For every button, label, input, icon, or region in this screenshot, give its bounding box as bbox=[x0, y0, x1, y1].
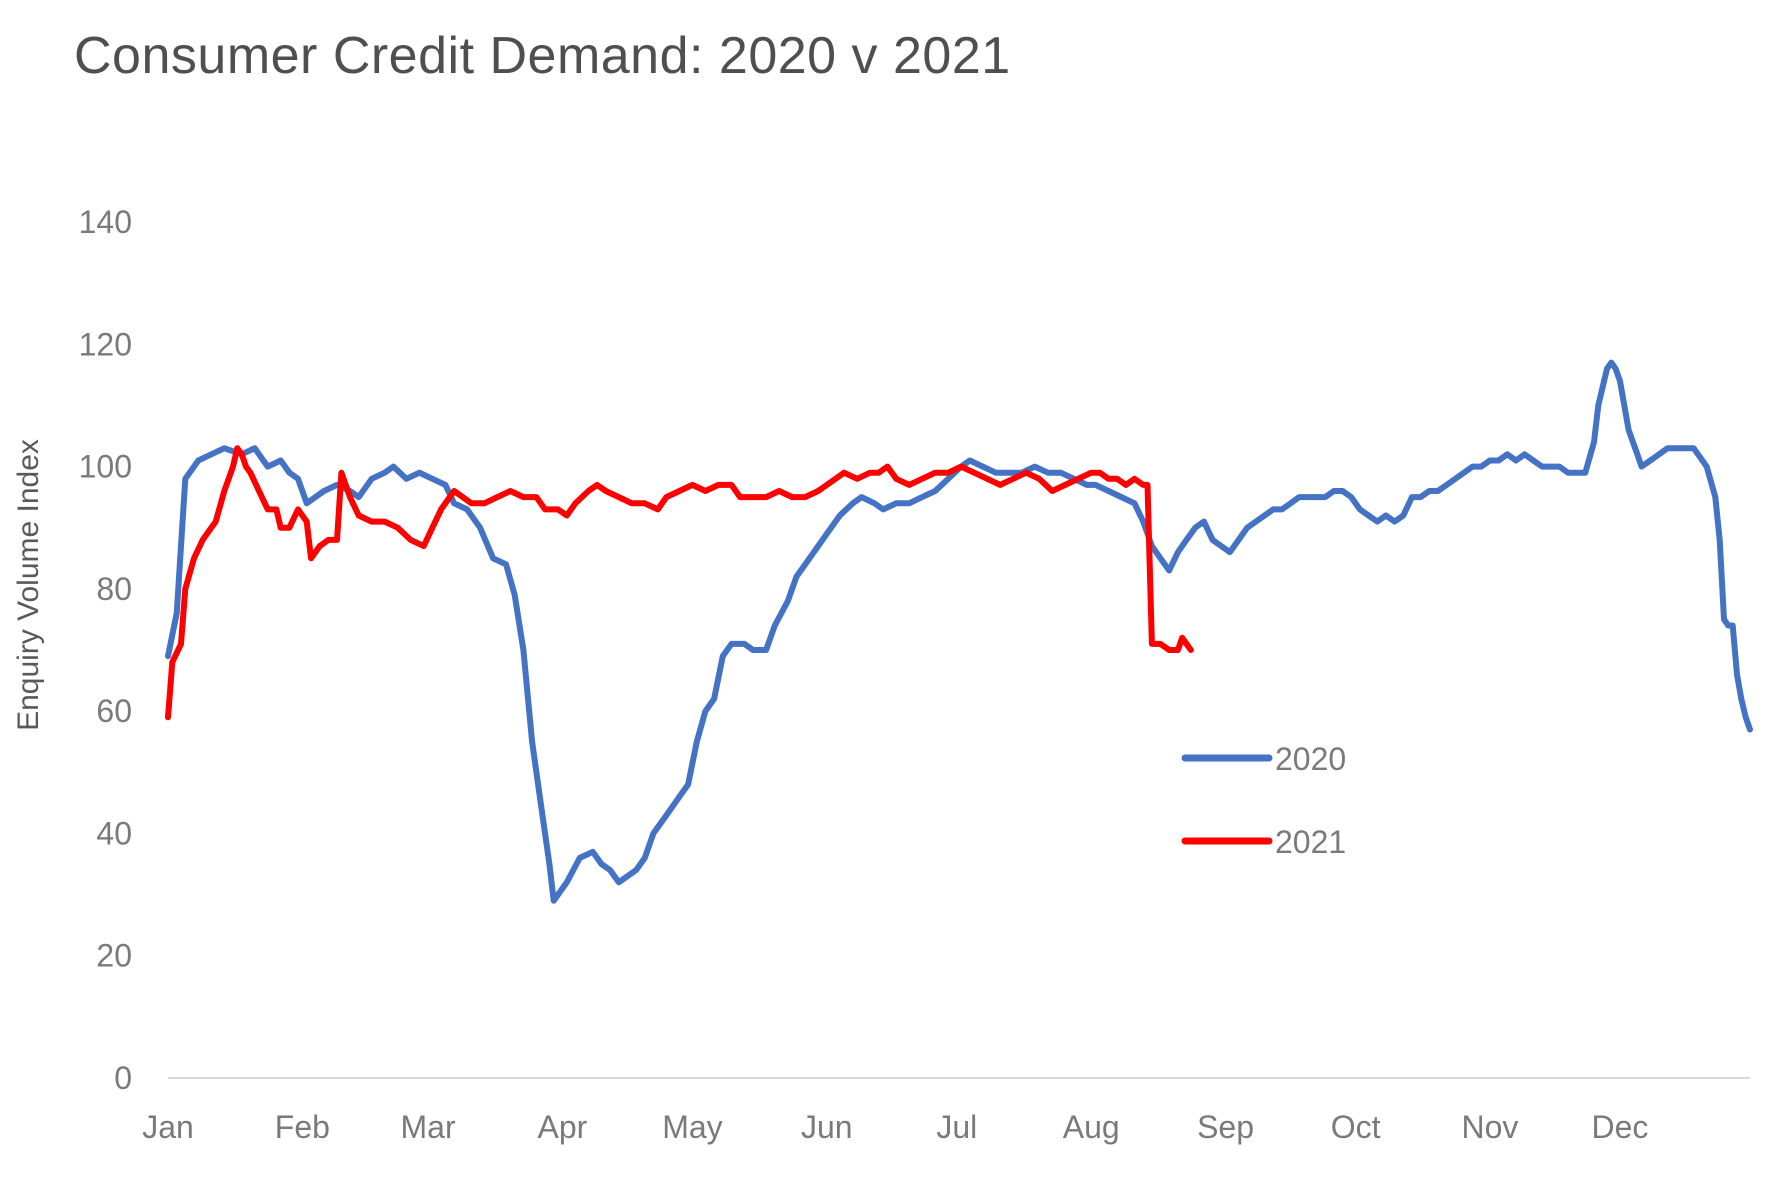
x-tick-label-feb: Feb bbox=[275, 1109, 330, 1145]
y-tick-label: 20 bbox=[96, 938, 132, 974]
y-tick-label: 40 bbox=[96, 815, 132, 851]
x-tick-label-sep: Sep bbox=[1197, 1109, 1254, 1145]
x-tick-label-mar: Mar bbox=[401, 1109, 456, 1145]
y-tick-label: 0 bbox=[114, 1060, 132, 1096]
series-layer bbox=[165, 359, 1753, 904]
x-tick-label-nov: Nov bbox=[1461, 1109, 1518, 1145]
y-axis-ticks: 0 20 40 60 80 100 120 140 bbox=[79, 204, 132, 1096]
x-tick-label-dec: Dec bbox=[1592, 1109, 1649, 1145]
x-tick-label-jan: Jan bbox=[142, 1109, 194, 1145]
legend-label-2020: 2020 bbox=[1275, 741, 1346, 777]
legend-label-2021: 2021 bbox=[1275, 824, 1346, 860]
x-axis-ticks: Jan Feb Mar Apr May Jun Jul Aug Sep Oct Nov Dec bbox=[142, 1109, 1648, 1145]
x-tick-label-apr: Apr bbox=[538, 1109, 588, 1145]
y-tick-label: 140 bbox=[79, 204, 132, 240]
x-tick-label-jul: Jul bbox=[936, 1109, 977, 1145]
x-tick-label-aug: Aug bbox=[1063, 1109, 1120, 1145]
legend: 2020 2021 bbox=[1181, 741, 1346, 860]
y-axis-title: Enquiry Volume Index bbox=[12, 439, 45, 731]
x-tick-label-jun: Jun bbox=[801, 1109, 853, 1145]
y-tick-label: 120 bbox=[79, 326, 132, 362]
y-tick-label: 80 bbox=[96, 571, 132, 607]
y-axis-title-group: Enquiry Volume Index bbox=[12, 439, 45, 731]
x-tick-label-may: May bbox=[662, 1109, 722, 1145]
x-tick-label-oct: Oct bbox=[1331, 1109, 1381, 1145]
y-tick-label: 60 bbox=[96, 693, 132, 729]
y-tick-label: 100 bbox=[79, 449, 132, 485]
chart-title: Consumer Credit Demand: 2020 v 2021 bbox=[74, 27, 1011, 85]
series-line-2020 bbox=[165, 359, 1753, 904]
series-line-2021 bbox=[165, 445, 1194, 721]
